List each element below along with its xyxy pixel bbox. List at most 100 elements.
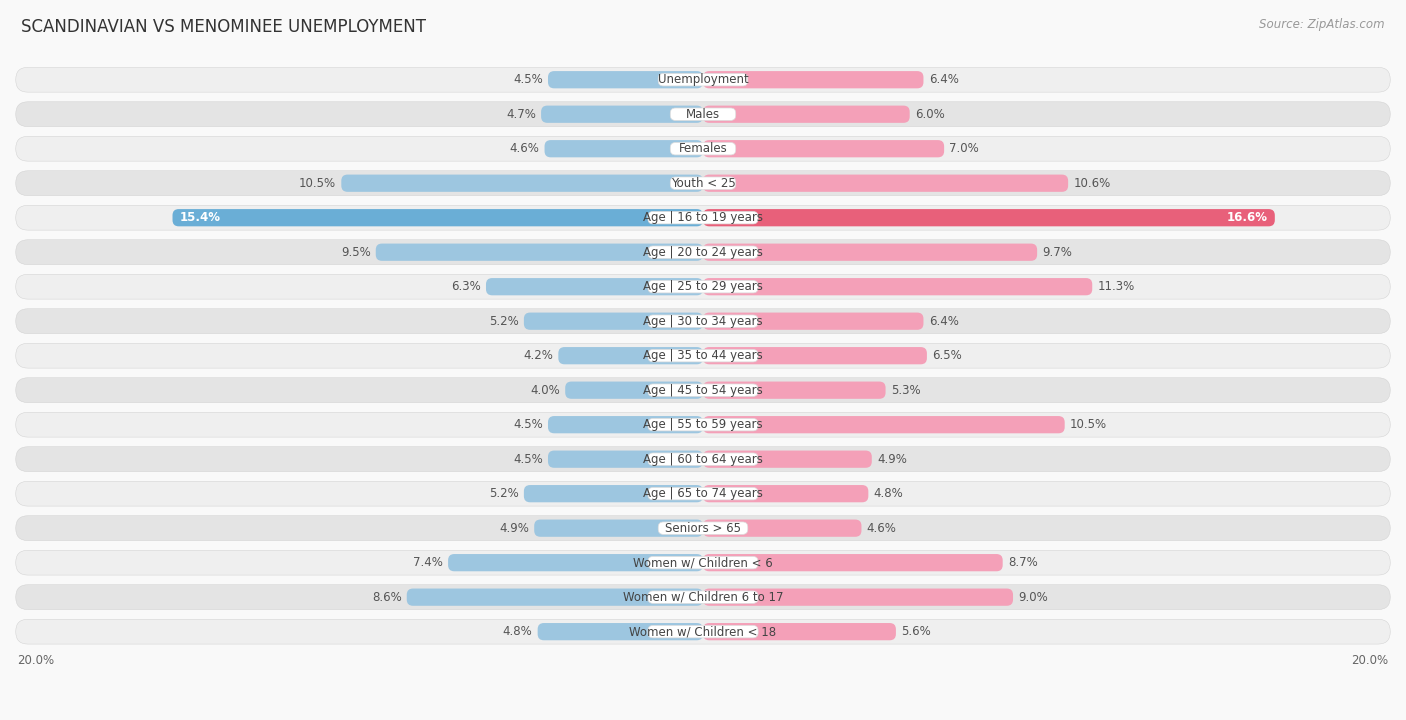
FancyBboxPatch shape (648, 591, 758, 603)
Text: Seniors > 65: Seniors > 65 (665, 522, 741, 535)
FancyBboxPatch shape (703, 209, 1275, 226)
FancyBboxPatch shape (648, 453, 758, 465)
Text: Women w/ Children < 18: Women w/ Children < 18 (630, 625, 776, 638)
FancyBboxPatch shape (703, 520, 862, 537)
Text: 6.4%: 6.4% (928, 73, 959, 86)
FancyBboxPatch shape (486, 278, 703, 295)
FancyBboxPatch shape (703, 623, 896, 640)
FancyBboxPatch shape (15, 309, 1391, 333)
Text: 6.5%: 6.5% (932, 349, 962, 362)
FancyBboxPatch shape (671, 143, 735, 155)
FancyBboxPatch shape (671, 108, 735, 120)
FancyBboxPatch shape (703, 382, 886, 399)
Text: Age | 45 to 54 years: Age | 45 to 54 years (643, 384, 763, 397)
Text: 8.6%: 8.6% (371, 590, 402, 603)
FancyBboxPatch shape (342, 174, 703, 192)
FancyBboxPatch shape (703, 71, 924, 89)
FancyBboxPatch shape (703, 312, 924, 330)
FancyBboxPatch shape (15, 585, 1391, 610)
Text: Females: Females (679, 143, 727, 156)
Text: Age | 16 to 19 years: Age | 16 to 19 years (643, 211, 763, 224)
FancyBboxPatch shape (648, 418, 758, 431)
FancyBboxPatch shape (15, 413, 1391, 437)
Text: 9.7%: 9.7% (1042, 246, 1073, 258)
Text: Age | 25 to 29 years: Age | 25 to 29 years (643, 280, 763, 293)
Text: 11.3%: 11.3% (1098, 280, 1135, 293)
Text: 4.5%: 4.5% (513, 73, 543, 86)
Text: Age | 20 to 24 years: Age | 20 to 24 years (643, 246, 763, 258)
FancyBboxPatch shape (15, 343, 1391, 368)
Text: 6.0%: 6.0% (915, 108, 945, 121)
Text: 4.7%: 4.7% (506, 108, 536, 121)
Text: 5.6%: 5.6% (901, 625, 931, 638)
FancyBboxPatch shape (658, 73, 748, 86)
FancyBboxPatch shape (375, 243, 703, 261)
Text: Males: Males (686, 108, 720, 121)
Text: 16.6%: 16.6% (1227, 211, 1268, 224)
Text: 4.6%: 4.6% (866, 522, 897, 535)
FancyBboxPatch shape (703, 588, 1012, 606)
Text: 10.5%: 10.5% (299, 176, 336, 189)
FancyBboxPatch shape (648, 384, 758, 397)
FancyBboxPatch shape (15, 102, 1391, 127)
Text: 4.9%: 4.9% (499, 522, 529, 535)
Text: Age | 65 to 74 years: Age | 65 to 74 years (643, 487, 763, 500)
FancyBboxPatch shape (15, 67, 1391, 92)
Text: 20.0%: 20.0% (1351, 654, 1389, 667)
FancyBboxPatch shape (648, 212, 758, 224)
Text: Age | 35 to 44 years: Age | 35 to 44 years (643, 349, 763, 362)
Text: 5.2%: 5.2% (489, 487, 519, 500)
Text: 4.9%: 4.9% (877, 453, 907, 466)
FancyBboxPatch shape (648, 626, 758, 638)
FancyBboxPatch shape (703, 243, 1038, 261)
FancyBboxPatch shape (703, 140, 945, 158)
FancyBboxPatch shape (15, 171, 1391, 196)
FancyBboxPatch shape (648, 315, 758, 328)
FancyBboxPatch shape (703, 451, 872, 468)
FancyBboxPatch shape (703, 106, 910, 123)
FancyBboxPatch shape (15, 378, 1391, 402)
FancyBboxPatch shape (558, 347, 703, 364)
Text: Women w/ Children < 6: Women w/ Children < 6 (633, 556, 773, 570)
Text: 7.4%: 7.4% (413, 556, 443, 570)
Text: Age | 60 to 64 years: Age | 60 to 64 years (643, 453, 763, 466)
FancyBboxPatch shape (15, 516, 1391, 541)
FancyBboxPatch shape (534, 520, 703, 537)
FancyBboxPatch shape (548, 416, 703, 433)
FancyBboxPatch shape (648, 487, 758, 500)
Text: 4.5%: 4.5% (513, 418, 543, 431)
FancyBboxPatch shape (449, 554, 703, 571)
FancyBboxPatch shape (703, 416, 1064, 433)
FancyBboxPatch shape (15, 446, 1391, 472)
Text: 10.6%: 10.6% (1073, 176, 1111, 189)
FancyBboxPatch shape (524, 312, 703, 330)
FancyBboxPatch shape (648, 557, 758, 569)
FancyBboxPatch shape (648, 246, 758, 258)
Text: Source: ZipAtlas.com: Source: ZipAtlas.com (1260, 18, 1385, 31)
Text: 6.4%: 6.4% (928, 315, 959, 328)
FancyBboxPatch shape (15, 619, 1391, 644)
FancyBboxPatch shape (548, 451, 703, 468)
Legend: Scandinavian, Menominee: Scandinavian, Menominee (595, 716, 811, 720)
FancyBboxPatch shape (703, 278, 1092, 295)
FancyBboxPatch shape (537, 623, 703, 640)
FancyBboxPatch shape (703, 174, 1069, 192)
Text: 8.7%: 8.7% (1008, 556, 1038, 570)
Text: 10.5%: 10.5% (1070, 418, 1107, 431)
FancyBboxPatch shape (648, 349, 758, 362)
FancyBboxPatch shape (544, 140, 703, 158)
Text: SCANDINAVIAN VS MENOMINEE UNEMPLOYMENT: SCANDINAVIAN VS MENOMINEE UNEMPLOYMENT (21, 18, 426, 36)
FancyBboxPatch shape (15, 550, 1391, 575)
FancyBboxPatch shape (15, 481, 1391, 506)
Text: 4.0%: 4.0% (530, 384, 560, 397)
Text: Age | 30 to 34 years: Age | 30 to 34 years (643, 315, 763, 328)
Text: 4.2%: 4.2% (523, 349, 553, 362)
Text: 9.0%: 9.0% (1018, 590, 1047, 603)
FancyBboxPatch shape (173, 209, 703, 226)
FancyBboxPatch shape (15, 205, 1391, 230)
Text: Women w/ Children 6 to 17: Women w/ Children 6 to 17 (623, 590, 783, 603)
FancyBboxPatch shape (15, 136, 1391, 161)
FancyBboxPatch shape (648, 281, 758, 293)
Text: 5.3%: 5.3% (891, 384, 921, 397)
FancyBboxPatch shape (703, 554, 1002, 571)
